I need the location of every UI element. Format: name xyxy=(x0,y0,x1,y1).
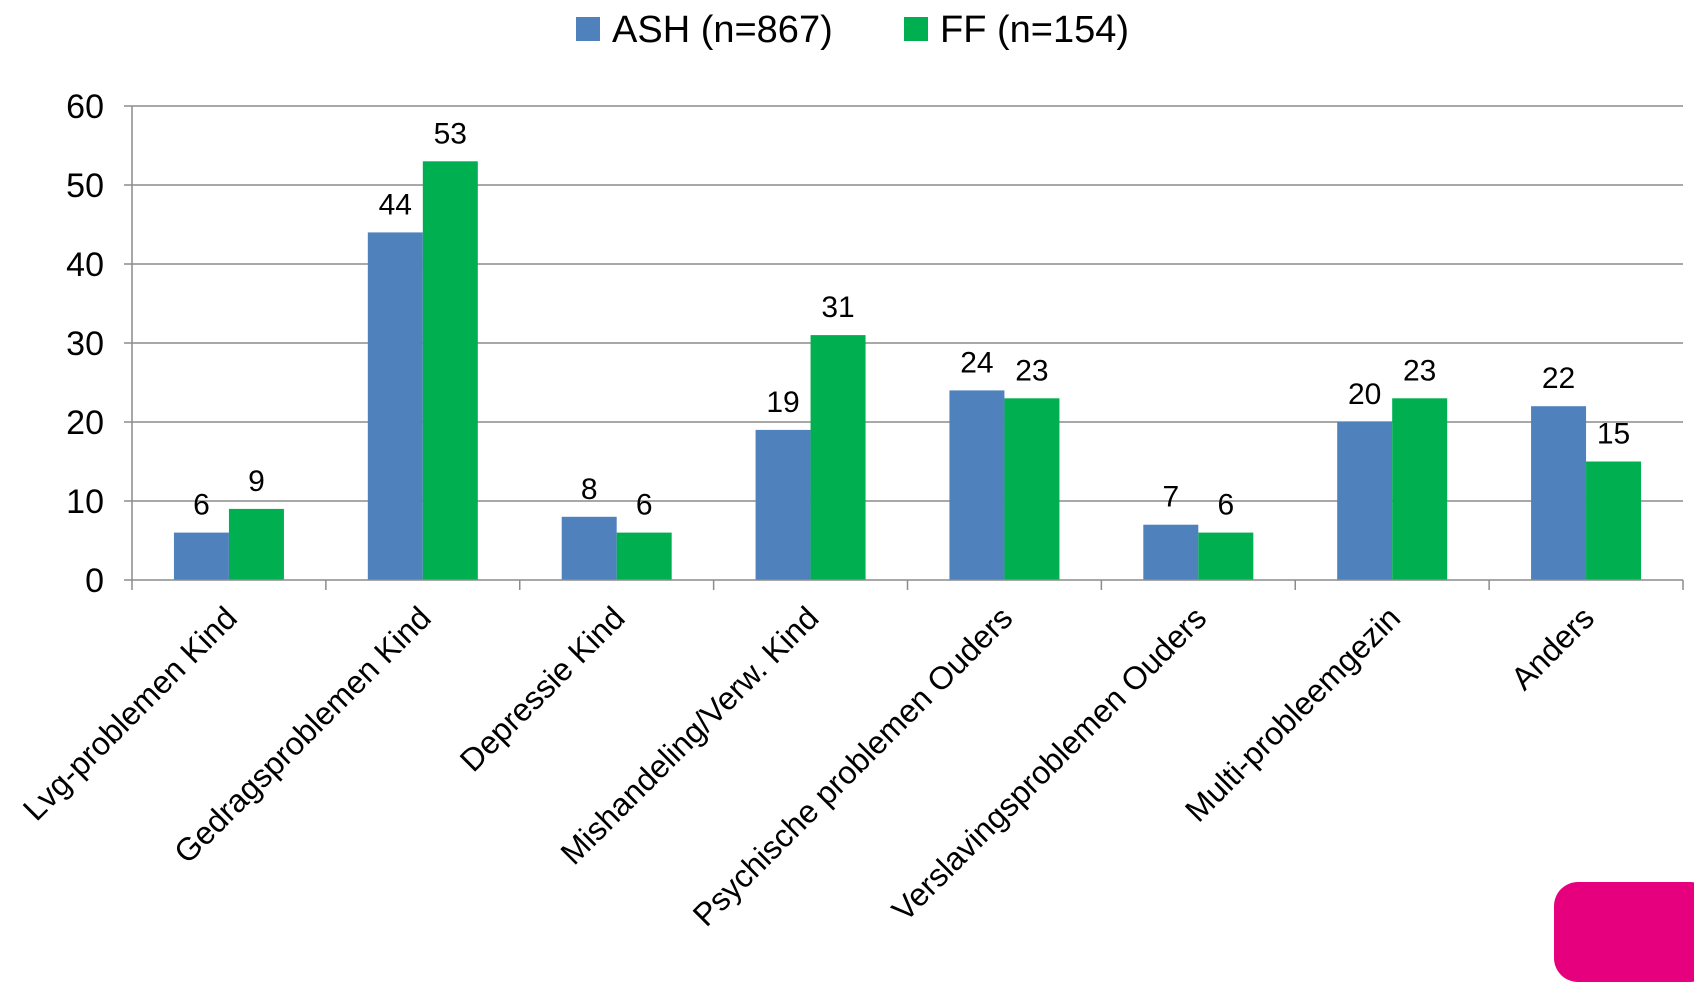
y-tick-label: 30 xyxy=(66,325,104,363)
bar xyxy=(1337,422,1393,580)
gridlines xyxy=(132,105,1683,502)
x-category-label: Depressie Kind xyxy=(453,599,632,778)
bar xyxy=(1143,524,1199,580)
bar xyxy=(949,390,1005,580)
data-label: 53 xyxy=(434,117,467,150)
data-label: 6 xyxy=(193,489,210,522)
bar xyxy=(561,516,617,580)
data-label: 6 xyxy=(636,489,653,522)
bar xyxy=(173,532,229,580)
bar xyxy=(228,508,284,580)
legend-swatch xyxy=(904,17,928,41)
data-label: 31 xyxy=(821,291,854,324)
bar xyxy=(367,232,423,580)
corner-accent-shape xyxy=(1554,882,1694,982)
data-label: 19 xyxy=(766,386,799,419)
bar xyxy=(810,335,866,580)
data-label: 7 xyxy=(1162,481,1179,514)
bar xyxy=(1531,406,1587,580)
legend-label: FF (n=154) xyxy=(940,9,1129,51)
bars xyxy=(173,161,1642,581)
bar xyxy=(1198,532,1254,580)
y-tick-label: 20 xyxy=(66,404,104,442)
bar xyxy=(1392,398,1448,580)
data-label: 23 xyxy=(1015,354,1048,387)
axes: 0 10 20 30 40 50 60 xyxy=(66,88,1684,600)
data-label: 23 xyxy=(1403,354,1436,387)
data-label: 22 xyxy=(1542,362,1575,395)
y-tick-label: 10 xyxy=(66,483,104,521)
x-category-label: Multi-probleemgezin xyxy=(1178,599,1407,828)
data-label: 24 xyxy=(960,346,993,379)
y-tick-label: 0 xyxy=(85,562,104,600)
bar xyxy=(422,161,478,581)
data-label: 15 xyxy=(1597,418,1630,451)
y-tick-label: 50 xyxy=(66,167,104,205)
x-category-label: Verslavingsproblemen Ouders xyxy=(885,599,1214,928)
data-label: 8 xyxy=(581,473,598,506)
y-tick-label: 60 xyxy=(66,88,104,126)
legend: ASH (n=867) FF (n=154) xyxy=(576,9,1129,51)
bar xyxy=(1004,398,1060,580)
x-category-label: Anders xyxy=(1504,599,1601,696)
data-label: 9 xyxy=(248,465,265,498)
bar xyxy=(755,429,811,580)
x-category-label: Psychische problemen Ouders xyxy=(686,599,1020,933)
data-label: 6 xyxy=(1217,489,1234,522)
data-label: 20 xyxy=(1348,378,1381,411)
y-tick-label: 40 xyxy=(66,246,104,284)
bar-chart: 0 10 20 30 40 50 60 6 9 Lvg-problemen Kind 44 53 Ge… xyxy=(16,9,1694,982)
bar xyxy=(1586,461,1642,580)
data-label: 44 xyxy=(379,188,412,221)
legend-label: ASH (n=867) xyxy=(612,9,833,51)
bar xyxy=(616,532,672,580)
legend-swatch xyxy=(576,17,600,41)
x-category-label: Lvg-problemen Kind xyxy=(16,599,244,827)
